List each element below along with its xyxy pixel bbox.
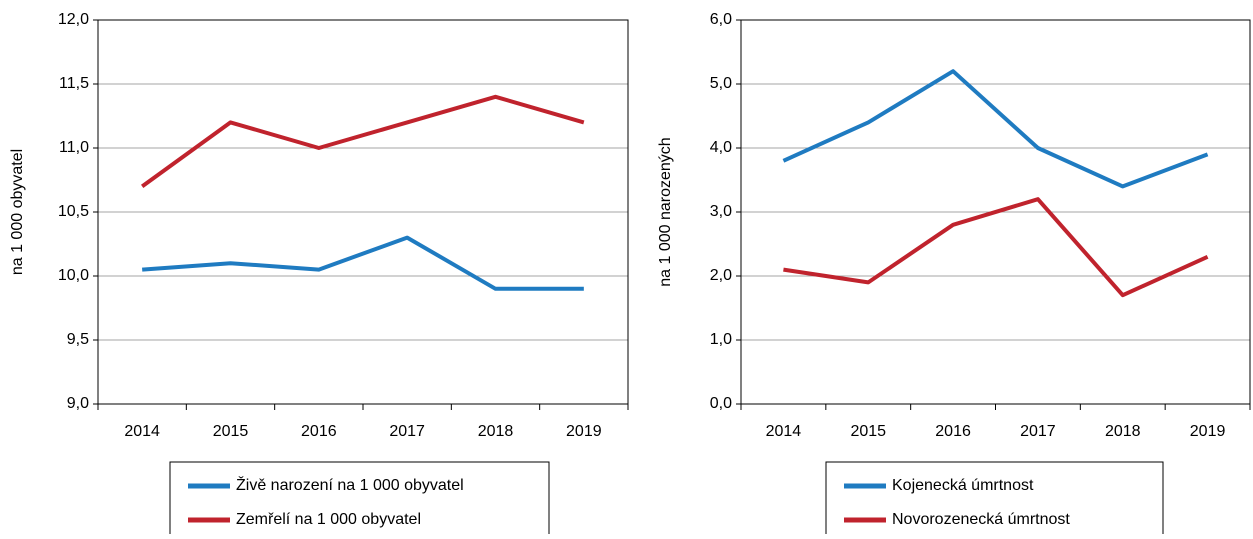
- legend-box: [825, 461, 1164, 539]
- x-tick-label: 2019: [1190, 423, 1226, 440]
- line-series: [783, 197, 1209, 298]
- y-axis-label: na 1 000 narozených: [657, 137, 674, 286]
- x-tick-label: 2014: [124, 423, 160, 440]
- x-tick-label: 2015: [850, 423, 886, 440]
- x-tick-label: 2017: [389, 423, 425, 440]
- x-tick-label: 2014: [766, 423, 802, 440]
- line-series: [782, 69, 1209, 189]
- y-tick-label: 11,0: [59, 139, 89, 156]
- x-tick-label: 2016: [935, 423, 971, 440]
- legend-label: Zemřelí na 1 000 obyvatel: [236, 511, 421, 528]
- y-tick-label: 6,0: [710, 11, 732, 28]
- x-tick-label: 2017: [1020, 423, 1056, 440]
- legend-label: Novorozenecká úmrtnost: [892, 511, 1070, 528]
- y-tick-label: 11,5: [59, 75, 89, 92]
- y-tick-label: 10,0: [58, 267, 89, 284]
- x-tick-label: 2019: [566, 423, 602, 440]
- x-tick-label: 2016: [301, 423, 337, 440]
- y-tick-label: 3,0: [710, 203, 732, 220]
- x-tick-label: 2018: [478, 423, 514, 440]
- y-tick-label: 4,0: [710, 139, 732, 156]
- y-tick-label: 2,0: [710, 267, 732, 284]
- legend-box: [169, 461, 550, 539]
- line-series: [140, 94, 585, 189]
- y-axis-label: na 1 000 obyvatel: [9, 149, 26, 275]
- y-tick-label: 1,0: [710, 331, 732, 348]
- legend-label: Kojenecká úmrtnost: [892, 477, 1034, 494]
- y-tick-label: 10,5: [58, 203, 89, 220]
- y-tick-label: 0,0: [710, 395, 732, 412]
- x-tick-label: 2018: [1105, 423, 1141, 440]
- line-series: [142, 235, 584, 291]
- y-tick-label: 12,0: [58, 11, 89, 28]
- y-tick-label: 9,0: [67, 395, 89, 412]
- y-tick-label: 9,5: [67, 331, 89, 348]
- y-tick-label: 5,0: [710, 75, 732, 92]
- legend-label: Živě narození na 1 000 obyvatel: [236, 475, 464, 494]
- x-tick-label: 2015: [213, 423, 249, 440]
